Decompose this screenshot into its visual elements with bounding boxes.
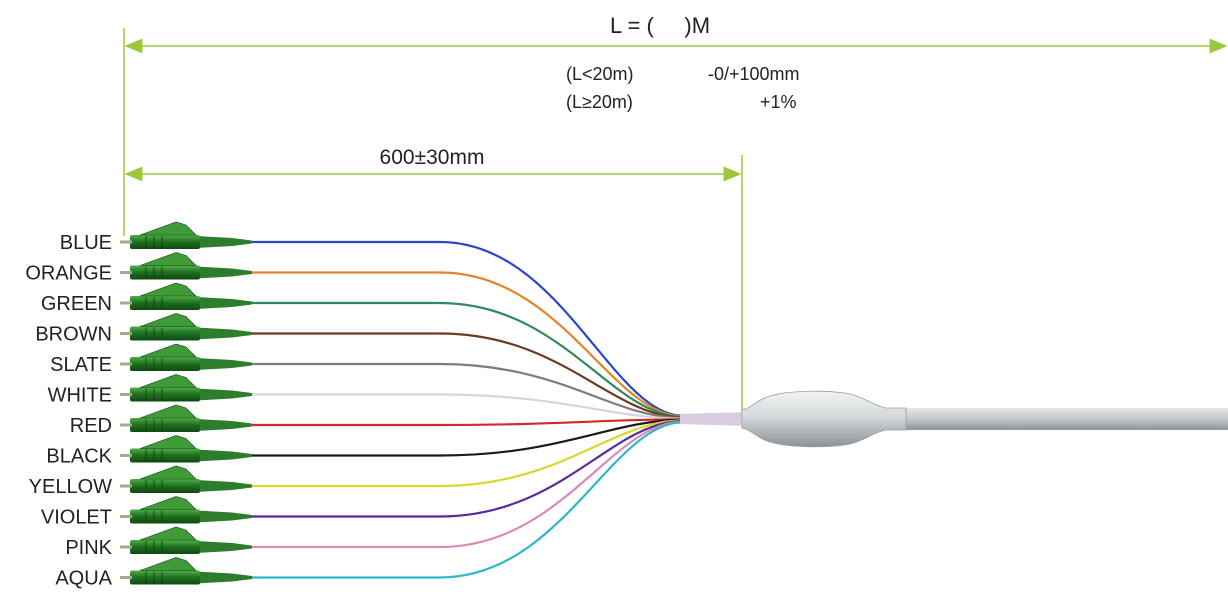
fiber-black [252, 418, 681, 457]
connector-ferrule-white [120, 393, 132, 396]
connector-ferrule-blue [120, 240, 132, 244]
connector-latch-black [139, 435, 197, 449]
fiber-slate [252, 362, 681, 420]
connector-aqua [120, 557, 252, 585]
connector-latch-white [139, 374, 197, 388]
connector-latch-brown [139, 313, 197, 327]
trunk-cable [880, 408, 1228, 430]
fiber-pink [252, 420, 681, 549]
fiber-label-black: BLACK [46, 446, 112, 468]
tolerance-value-1: -0/+100mm [708, 64, 800, 84]
connector-latch-violet [139, 496, 197, 510]
fiber-yellow [252, 419, 681, 488]
connector-latch-pink [139, 526, 197, 541]
connector-boot-violet [196, 510, 252, 523]
connector-body-yellow [130, 479, 200, 493]
connector-body-red [130, 418, 200, 432]
connector-ferrule-slate [120, 362, 132, 366]
connector-boot-red [196, 419, 252, 431]
fiber-group [120, 221, 681, 585]
connector-latch-orange [139, 252, 197, 266]
connector-latch-blue [139, 221, 197, 236]
fiber-label-white: WHITE [48, 385, 112, 407]
connector-body-violet [130, 509, 200, 524]
connector-pink [120, 526, 252, 554]
fiber-label-green: GREEN [41, 293, 112, 315]
fiber-bundle-entry [676, 412, 752, 426]
connector-ferrule-black [120, 454, 132, 457]
fiber-label-yellow: YELLOW [29, 476, 112, 498]
connector-boot-green [196, 297, 252, 309]
connector-red [120, 404, 252, 432]
connector-body-orange [130, 265, 200, 280]
connector-body-green [130, 296, 200, 310]
connector-ferrule-yellow [120, 484, 132, 488]
fiber-label-aqua: AQUA [55, 568, 112, 590]
fiber-label-slate: SLATE [50, 354, 112, 376]
connector-latch-yellow [139, 465, 197, 480]
fiber-violet [252, 420, 681, 518]
connector-boot-brown [196, 327, 252, 340]
fiber-brown [252, 332, 681, 419]
connector-latch-red [139, 404, 197, 419]
fiber-red [252, 418, 681, 427]
fiber-orange [252, 271, 681, 418]
connector-boot-orange [196, 266, 252, 279]
dimension-lines [123, 28, 1228, 412]
connector-blue [120, 221, 252, 249]
connector-latch-aqua [139, 557, 197, 571]
furcation-unit [741, 390, 907, 448]
tolerance-value-2: +1% [760, 92, 797, 112]
total-length-label: L = ( )M [610, 13, 710, 38]
connector-body-slate [130, 357, 200, 371]
connector-ferrule-brown [120, 332, 132, 335]
fiber-label-blue: BLUE [60, 232, 112, 254]
fiber-blue [252, 240, 681, 417]
connector-boot-blue [196, 236, 252, 248]
fiber-green [252, 301, 681, 418]
connector-boot-slate [196, 358, 252, 370]
connector-black [120, 435, 252, 463]
connector-boot-pink [196, 541, 252, 553]
tolerance-condition-2: (L≥20m) [566, 92, 633, 112]
connector-latch-green [139, 282, 197, 297]
connector-body-white [130, 387, 200, 402]
connector-boot-aqua [196, 571, 252, 584]
connector-ferrule-pink [120, 545, 132, 549]
connector-ferrule-orange [120, 271, 132, 274]
connector-body-pink [130, 540, 200, 554]
breakout-length-label: 600±30mm [380, 146, 485, 169]
connector-body-brown [130, 326, 200, 341]
tolerance-condition-1: (L<20m) [566, 64, 634, 84]
connector-latch-slate [139, 343, 197, 358]
fiber-white [252, 393, 681, 420]
connector-ferrule-red [120, 423, 132, 427]
connector-yellow [120, 465, 252, 493]
trunk-assembly [676, 390, 1228, 448]
connector-ferrule-violet [120, 515, 132, 518]
connector-ferrule-green [120, 301, 132, 305]
fiber-label-pink: PINK [65, 537, 112, 559]
connector-body-black [130, 448, 200, 463]
fiber-label-brown: BROWN [35, 324, 112, 346]
connector-boot-white [196, 388, 252, 401]
connector-boot-black [196, 449, 252, 462]
connector-slate [120, 343, 252, 371]
fiber-labels: BLUE ORANGE GREEN BROWN SLATE WHITE RED BLACK YE… [25, 232, 112, 590]
connector-body-blue [130, 235, 200, 249]
connector-ferrule-aqua [120, 576, 132, 579]
connector-white [120, 374, 252, 402]
connector-violet [120, 496, 252, 524]
fiber-label-red: RED [70, 415, 112, 437]
connector-boot-yellow [196, 480, 252, 492]
connector-brown [120, 313, 252, 341]
fiber-label-violet: VIOLET [41, 507, 112, 529]
connector-orange [120, 252, 252, 280]
connector-green [120, 282, 252, 310]
connector-body-aqua [130, 570, 200, 585]
fiber-label-orange: ORANGE [25, 263, 112, 285]
fiber-aqua [252, 421, 681, 579]
